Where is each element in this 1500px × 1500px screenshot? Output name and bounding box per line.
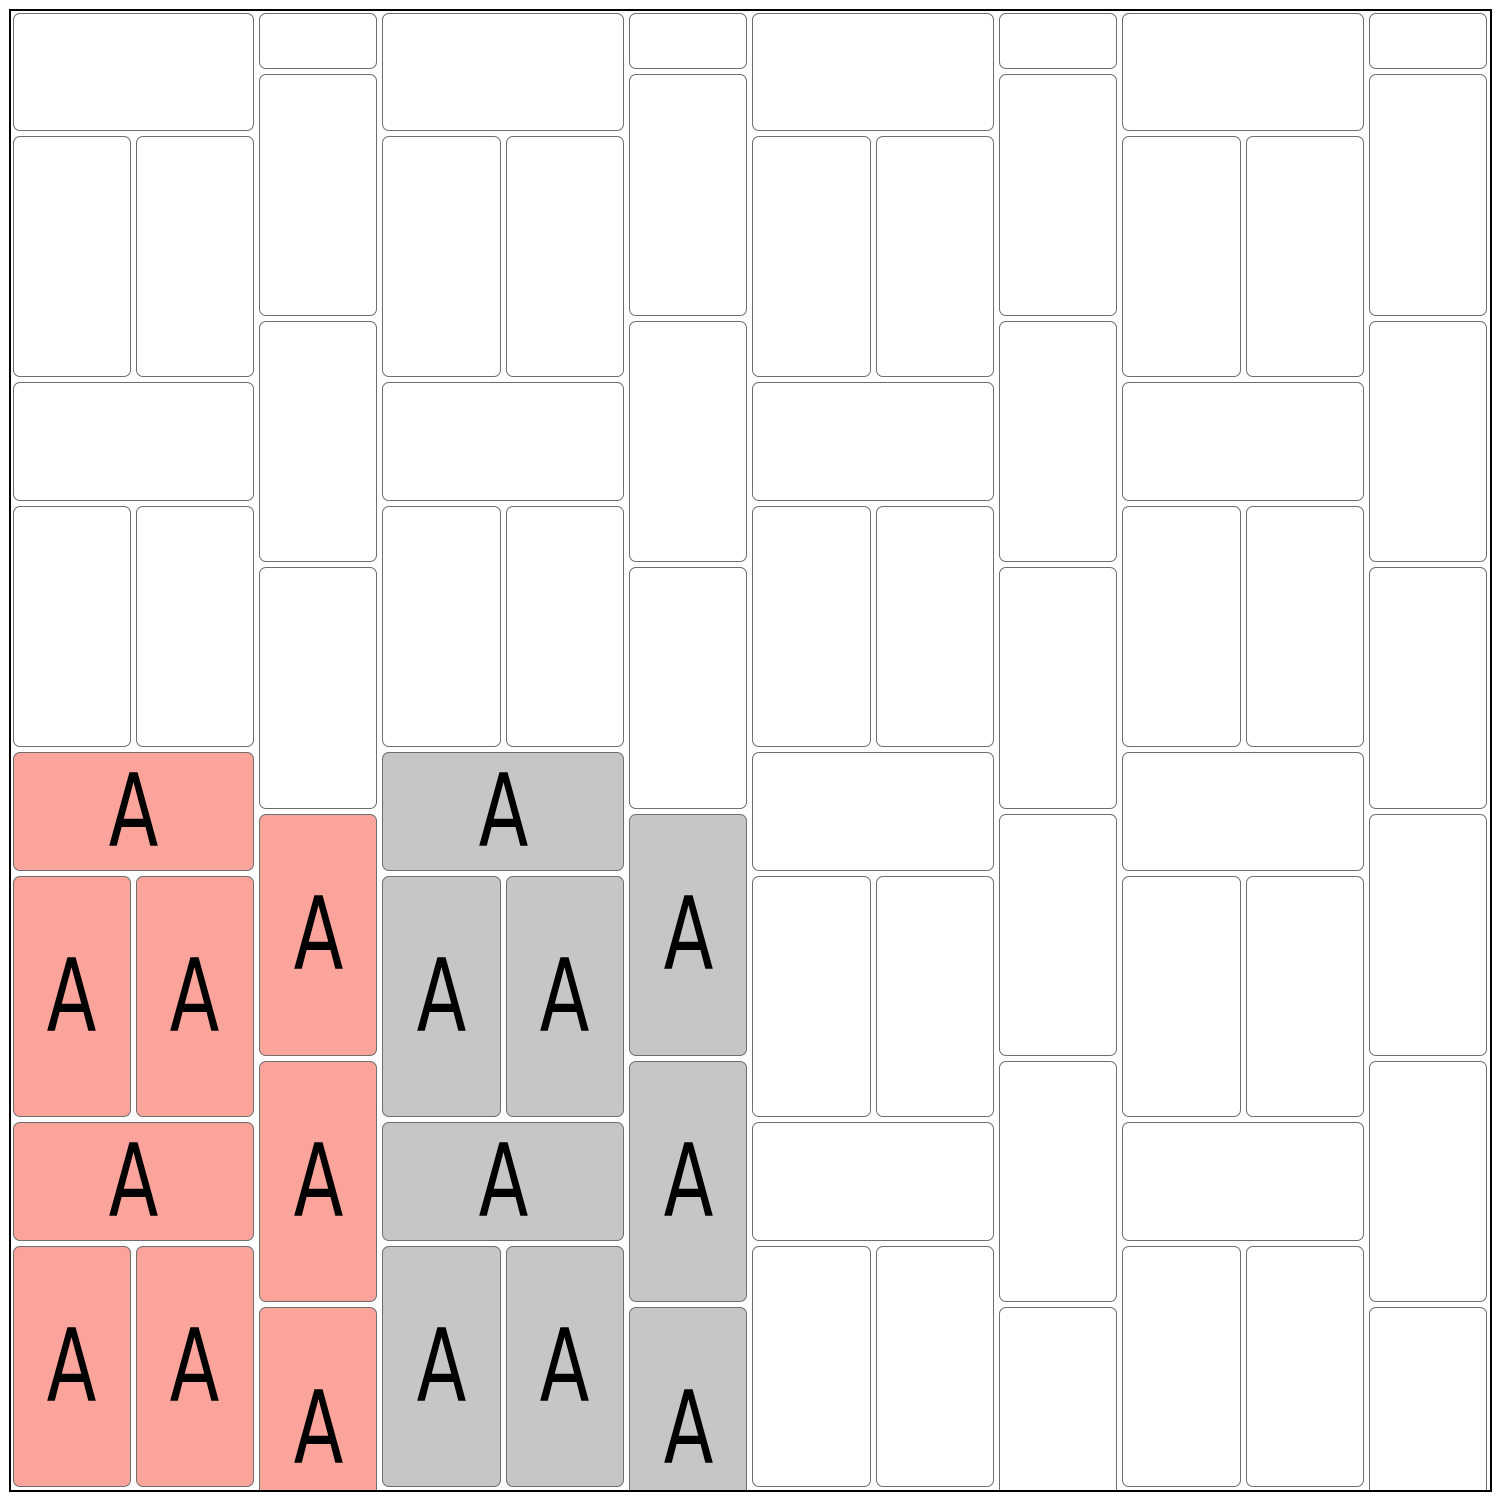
tile-label: A (663, 1368, 714, 1487)
tile-white (12, 135, 131, 378)
tile-white (259, 12, 378, 70)
tile-white (135, 505, 255, 748)
tile-label: A (293, 875, 344, 994)
tile-white (135, 135, 255, 378)
tile-label: A (46, 937, 97, 1056)
tile-white (752, 505, 871, 748)
tile-label: A (108, 1122, 159, 1241)
tile-white (875, 875, 995, 1118)
tile-white (1245, 875, 1365, 1118)
tile-white (259, 320, 378, 563)
tile-label: A (293, 1368, 344, 1487)
tile-white (875, 135, 995, 378)
tile-label: A (663, 1122, 714, 1241)
tile-gray-labeled: A (382, 1122, 625, 1241)
tile-white (1369, 1060, 1488, 1303)
tile-white (999, 12, 1118, 70)
tile-white (259, 74, 378, 316)
tile-white (752, 382, 995, 501)
tile-white (1369, 320, 1488, 563)
tile-white (629, 74, 748, 316)
tile-white (1369, 567, 1488, 810)
tile-gray-labeled: A (629, 1060, 748, 1303)
tile-white (999, 74, 1118, 316)
tile-white (1122, 875, 1241, 1118)
tile-gray-labeled: A (382, 752, 625, 871)
tile-label: A (540, 937, 590, 1056)
tile-white (1122, 382, 1365, 501)
tile-gray-labeled: A (382, 1245, 501, 1488)
tile-label: A (108, 752, 159, 871)
tile-white (259, 567, 378, 810)
tile-white (382, 382, 625, 501)
tile-salmon-labeled: A (135, 875, 255, 1118)
tile-label: A (293, 1122, 344, 1241)
tile-label: A (416, 1307, 467, 1426)
tile-white (752, 1122, 995, 1241)
tile-gray-labeled: A (629, 814, 748, 1056)
tile-label: A (170, 1307, 220, 1426)
tile-white (1245, 135, 1365, 378)
tile-white (752, 875, 871, 1118)
tile-white (752, 135, 871, 378)
tile-white (505, 135, 625, 378)
tile-white (629, 567, 748, 810)
tile-white (999, 1307, 1118, 1491)
tile-white (1369, 74, 1488, 316)
tile-label: A (478, 752, 529, 871)
tile-salmon-labeled: A (259, 1307, 378, 1491)
tile-white (1122, 1122, 1365, 1241)
tile-white (629, 320, 748, 563)
tile-white (875, 1245, 995, 1488)
tile-salmon-labeled: A (259, 814, 378, 1056)
tile-white (875, 505, 995, 748)
tile-salmon-labeled: A (135, 1245, 255, 1488)
tile-white (1122, 752, 1365, 871)
tile-gray-labeled: A (505, 875, 625, 1118)
tile-gray-labeled: A (382, 875, 501, 1118)
tile-white (1245, 1245, 1365, 1488)
tile-gray-labeled: A (629, 1307, 748, 1491)
tile-white (752, 1245, 871, 1488)
tile-white (1369, 1307, 1488, 1491)
tile-white (12, 382, 255, 501)
tile-label: A (416, 937, 467, 1056)
tile-white (752, 752, 995, 871)
tile-white (1122, 505, 1241, 748)
tile-label: A (540, 1307, 590, 1426)
tile-white (505, 505, 625, 748)
tile-white (752, 12, 995, 131)
tile-salmon-labeled: A (12, 875, 131, 1118)
tile-label: A (478, 1122, 529, 1241)
tile-white (382, 505, 501, 748)
tile-white (999, 814, 1118, 1056)
tile-white (12, 12, 255, 131)
tile-white (1122, 1245, 1241, 1488)
tile-gray-labeled: A (505, 1245, 625, 1488)
tile-white (12, 505, 131, 748)
tile-label: A (170, 937, 220, 1056)
tile-salmon-labeled: A (12, 752, 255, 871)
tile-white (1369, 814, 1488, 1056)
tile-white (629, 12, 748, 70)
tile-salmon-labeled: A (12, 1245, 131, 1488)
tile-white (382, 12, 625, 131)
tile-label: A (46, 1307, 97, 1426)
tile-white (1122, 135, 1241, 378)
tile-white (1369, 12, 1488, 70)
tile-salmon-labeled: A (259, 1060, 378, 1303)
tile-white (382, 135, 501, 378)
tile-white (1122, 12, 1365, 131)
tile-label: A (663, 875, 714, 994)
tile-white (999, 1060, 1118, 1303)
tile-white (999, 320, 1118, 563)
tile-white (999, 567, 1118, 810)
tile-white (1245, 505, 1365, 748)
tile-salmon-labeled: A (12, 1122, 255, 1241)
